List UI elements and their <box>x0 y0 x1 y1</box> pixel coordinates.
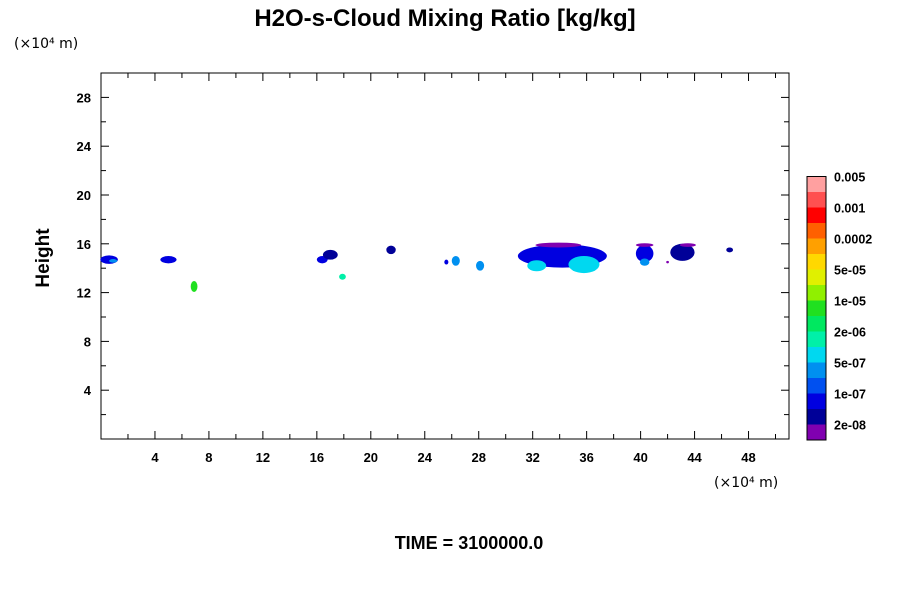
x-tick-label: 16 <box>310 450 324 465</box>
colorbar-swatch <box>807 347 826 363</box>
colorbar-swatch <box>807 393 826 409</box>
colorbar-swatch <box>807 316 826 332</box>
cloud-patch <box>476 260 485 271</box>
cloud-patch <box>160 256 177 264</box>
colorbar-swatch <box>807 238 826 254</box>
colorbar: 2e-08 1e-07 5e-07 2e-06 1e-05 5e-05 0.0002 0.00… <box>806 171 872 441</box>
x-tick-label: 8 <box>205 450 212 465</box>
colorbar-swatch <box>807 424 826 440</box>
x-tick-label: 48 <box>741 450 755 465</box>
cloud-patch <box>451 256 460 266</box>
cloud-patch <box>527 260 547 272</box>
cloud-patch <box>639 258 650 266</box>
y-tick-label: 4 <box>84 383 92 398</box>
colorbar-swatch <box>807 176 826 192</box>
x-tick-label: 4 <box>151 450 159 465</box>
colorbar-swatch <box>807 254 826 270</box>
x-tick-label: 44 <box>687 450 702 465</box>
colorbar-frame <box>806 176 827 441</box>
plot-frame <box>100 72 790 440</box>
colorbar-label: 0.005 <box>834 171 865 185</box>
colorbar-swatch <box>807 285 826 301</box>
colorbar-swatch <box>807 300 826 316</box>
colorbar-label: 1e-05 <box>834 295 866 309</box>
colorbar-swatch <box>807 362 826 378</box>
cloud-patch <box>670 243 695 261</box>
y-axis-unit: (×10⁴ m) <box>14 36 78 52</box>
time-label: TIME = 3100000.0 <box>395 533 544 553</box>
cloud-patch <box>190 281 198 292</box>
cloud-patch <box>666 260 669 264</box>
x-tick-label: 28 <box>471 450 485 465</box>
cloud-patch <box>109 259 118 263</box>
x-tick-label: 40 <box>633 450 647 465</box>
cloud-patch <box>726 247 734 253</box>
y-axis-label: Height <box>33 228 54 288</box>
cloud-patch <box>386 245 396 255</box>
cloud-patch <box>679 243 696 247</box>
y-tick-label: 20 <box>77 188 91 203</box>
colorbar-label: 0.001 <box>834 202 865 216</box>
colorbar-swatch <box>807 269 826 285</box>
x-axis-unit: (×10⁴ m) <box>714 475 778 491</box>
colorbar-swatch <box>807 331 826 347</box>
colorbar-swatch <box>807 192 826 208</box>
colorbar-swatch <box>807 378 826 394</box>
cloud-patch <box>635 243 654 247</box>
y-tick-label: 28 <box>77 90 91 105</box>
cloud-patch <box>568 256 600 274</box>
y-tick-label: 8 <box>84 334 91 349</box>
colorbar-label: 1e-07 <box>834 388 866 402</box>
cloud-patch <box>635 245 654 263</box>
x-tick-label: 12 <box>256 450 270 465</box>
colorbar-label: 2e-06 <box>834 326 866 340</box>
colorbar-label: 0.0002 <box>834 233 872 247</box>
cloud-patch <box>535 242 582 248</box>
x-tick-label: 36 <box>579 450 593 465</box>
colorbar-swatch <box>807 207 826 223</box>
x-tick-label: 32 <box>525 450 539 465</box>
colorbar-swatch <box>807 223 826 239</box>
y-tick-label: 12 <box>77 286 91 301</box>
x-tick-label: 24 <box>418 450 433 465</box>
cloud-patch <box>339 273 346 280</box>
y-tick-label: 16 <box>77 237 91 252</box>
colorbar-label: 5e-05 <box>834 264 866 278</box>
colorbar-label: 2e-08 <box>834 419 866 433</box>
colorbar-swatch <box>807 409 826 425</box>
colorbar-label: 5e-07 <box>834 357 866 371</box>
chart-title: H2O-s-Cloud Mixing Ratio [kg/kg] <box>254 5 635 32</box>
cloud-patch <box>444 259 449 265</box>
cloud-patch <box>322 249 338 260</box>
x-tick-label: 20 <box>364 450 378 465</box>
cloud-field <box>100 242 734 292</box>
y-tick-label: 24 <box>77 139 92 154</box>
